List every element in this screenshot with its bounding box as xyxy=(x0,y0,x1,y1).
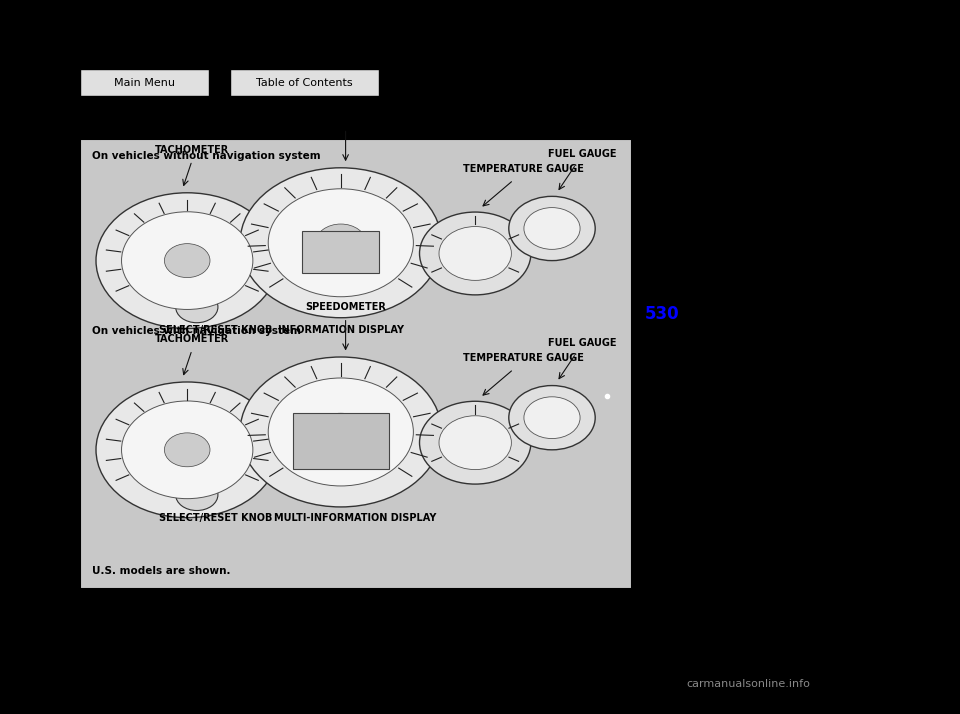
Text: TEMPERATURE GAUGE: TEMPERATURE GAUGE xyxy=(463,353,584,363)
Circle shape xyxy=(509,386,595,450)
Text: Table of Contents: Table of Contents xyxy=(256,78,353,88)
Text: 530: 530 xyxy=(645,305,680,323)
Text: Main Menu: Main Menu xyxy=(114,78,175,88)
Circle shape xyxy=(176,479,218,511)
Text: SPEEDOMETER: SPEEDOMETER xyxy=(305,113,386,123)
Text: SELECT/RESET KNOB: SELECT/RESET KNOB xyxy=(159,325,273,335)
Text: MULTI-INFORMATION DISPLAY: MULTI-INFORMATION DISPLAY xyxy=(274,513,437,523)
FancyBboxPatch shape xyxy=(230,69,379,96)
Circle shape xyxy=(439,226,512,281)
Text: On vehicles with navigation system: On vehicles with navigation system xyxy=(92,326,301,336)
Circle shape xyxy=(524,397,580,438)
Circle shape xyxy=(240,357,442,507)
Circle shape xyxy=(439,416,512,470)
Text: TEMPERATURE GAUGE: TEMPERATURE GAUGE xyxy=(463,164,584,174)
Text: SPEEDOMETER: SPEEDOMETER xyxy=(305,302,386,312)
FancyBboxPatch shape xyxy=(293,413,389,469)
Circle shape xyxy=(268,188,414,297)
Text: INFORMATION DISPLAY: INFORMATION DISPLAY xyxy=(277,325,404,335)
Circle shape xyxy=(316,224,366,261)
Circle shape xyxy=(524,208,580,249)
Circle shape xyxy=(96,193,278,328)
Circle shape xyxy=(316,413,366,451)
Circle shape xyxy=(176,291,218,323)
Circle shape xyxy=(122,212,252,309)
FancyBboxPatch shape xyxy=(302,231,379,273)
Text: U.S. models are shown.: U.S. models are shown. xyxy=(92,566,230,576)
Circle shape xyxy=(268,378,414,486)
Circle shape xyxy=(240,168,442,318)
Text: TACHOMETER: TACHOMETER xyxy=(155,145,229,155)
Text: FUEL GAUGE: FUEL GAUGE xyxy=(548,338,617,348)
FancyBboxPatch shape xyxy=(80,69,209,96)
Text: TACHOMETER: TACHOMETER xyxy=(155,334,229,344)
Circle shape xyxy=(164,243,210,278)
Text: On vehicles without navigation system: On vehicles without navigation system xyxy=(92,151,321,161)
Circle shape xyxy=(164,433,210,467)
Circle shape xyxy=(122,401,252,498)
Circle shape xyxy=(509,196,595,261)
Circle shape xyxy=(96,382,278,518)
Text: FUEL GAUGE: FUEL GAUGE xyxy=(548,149,617,159)
Circle shape xyxy=(420,212,531,295)
FancyBboxPatch shape xyxy=(80,139,632,589)
Text: SELECT/RESET KNOB: SELECT/RESET KNOB xyxy=(159,513,273,523)
Circle shape xyxy=(420,401,531,484)
Text: carmanualsonline.info: carmanualsonline.info xyxy=(686,679,811,689)
